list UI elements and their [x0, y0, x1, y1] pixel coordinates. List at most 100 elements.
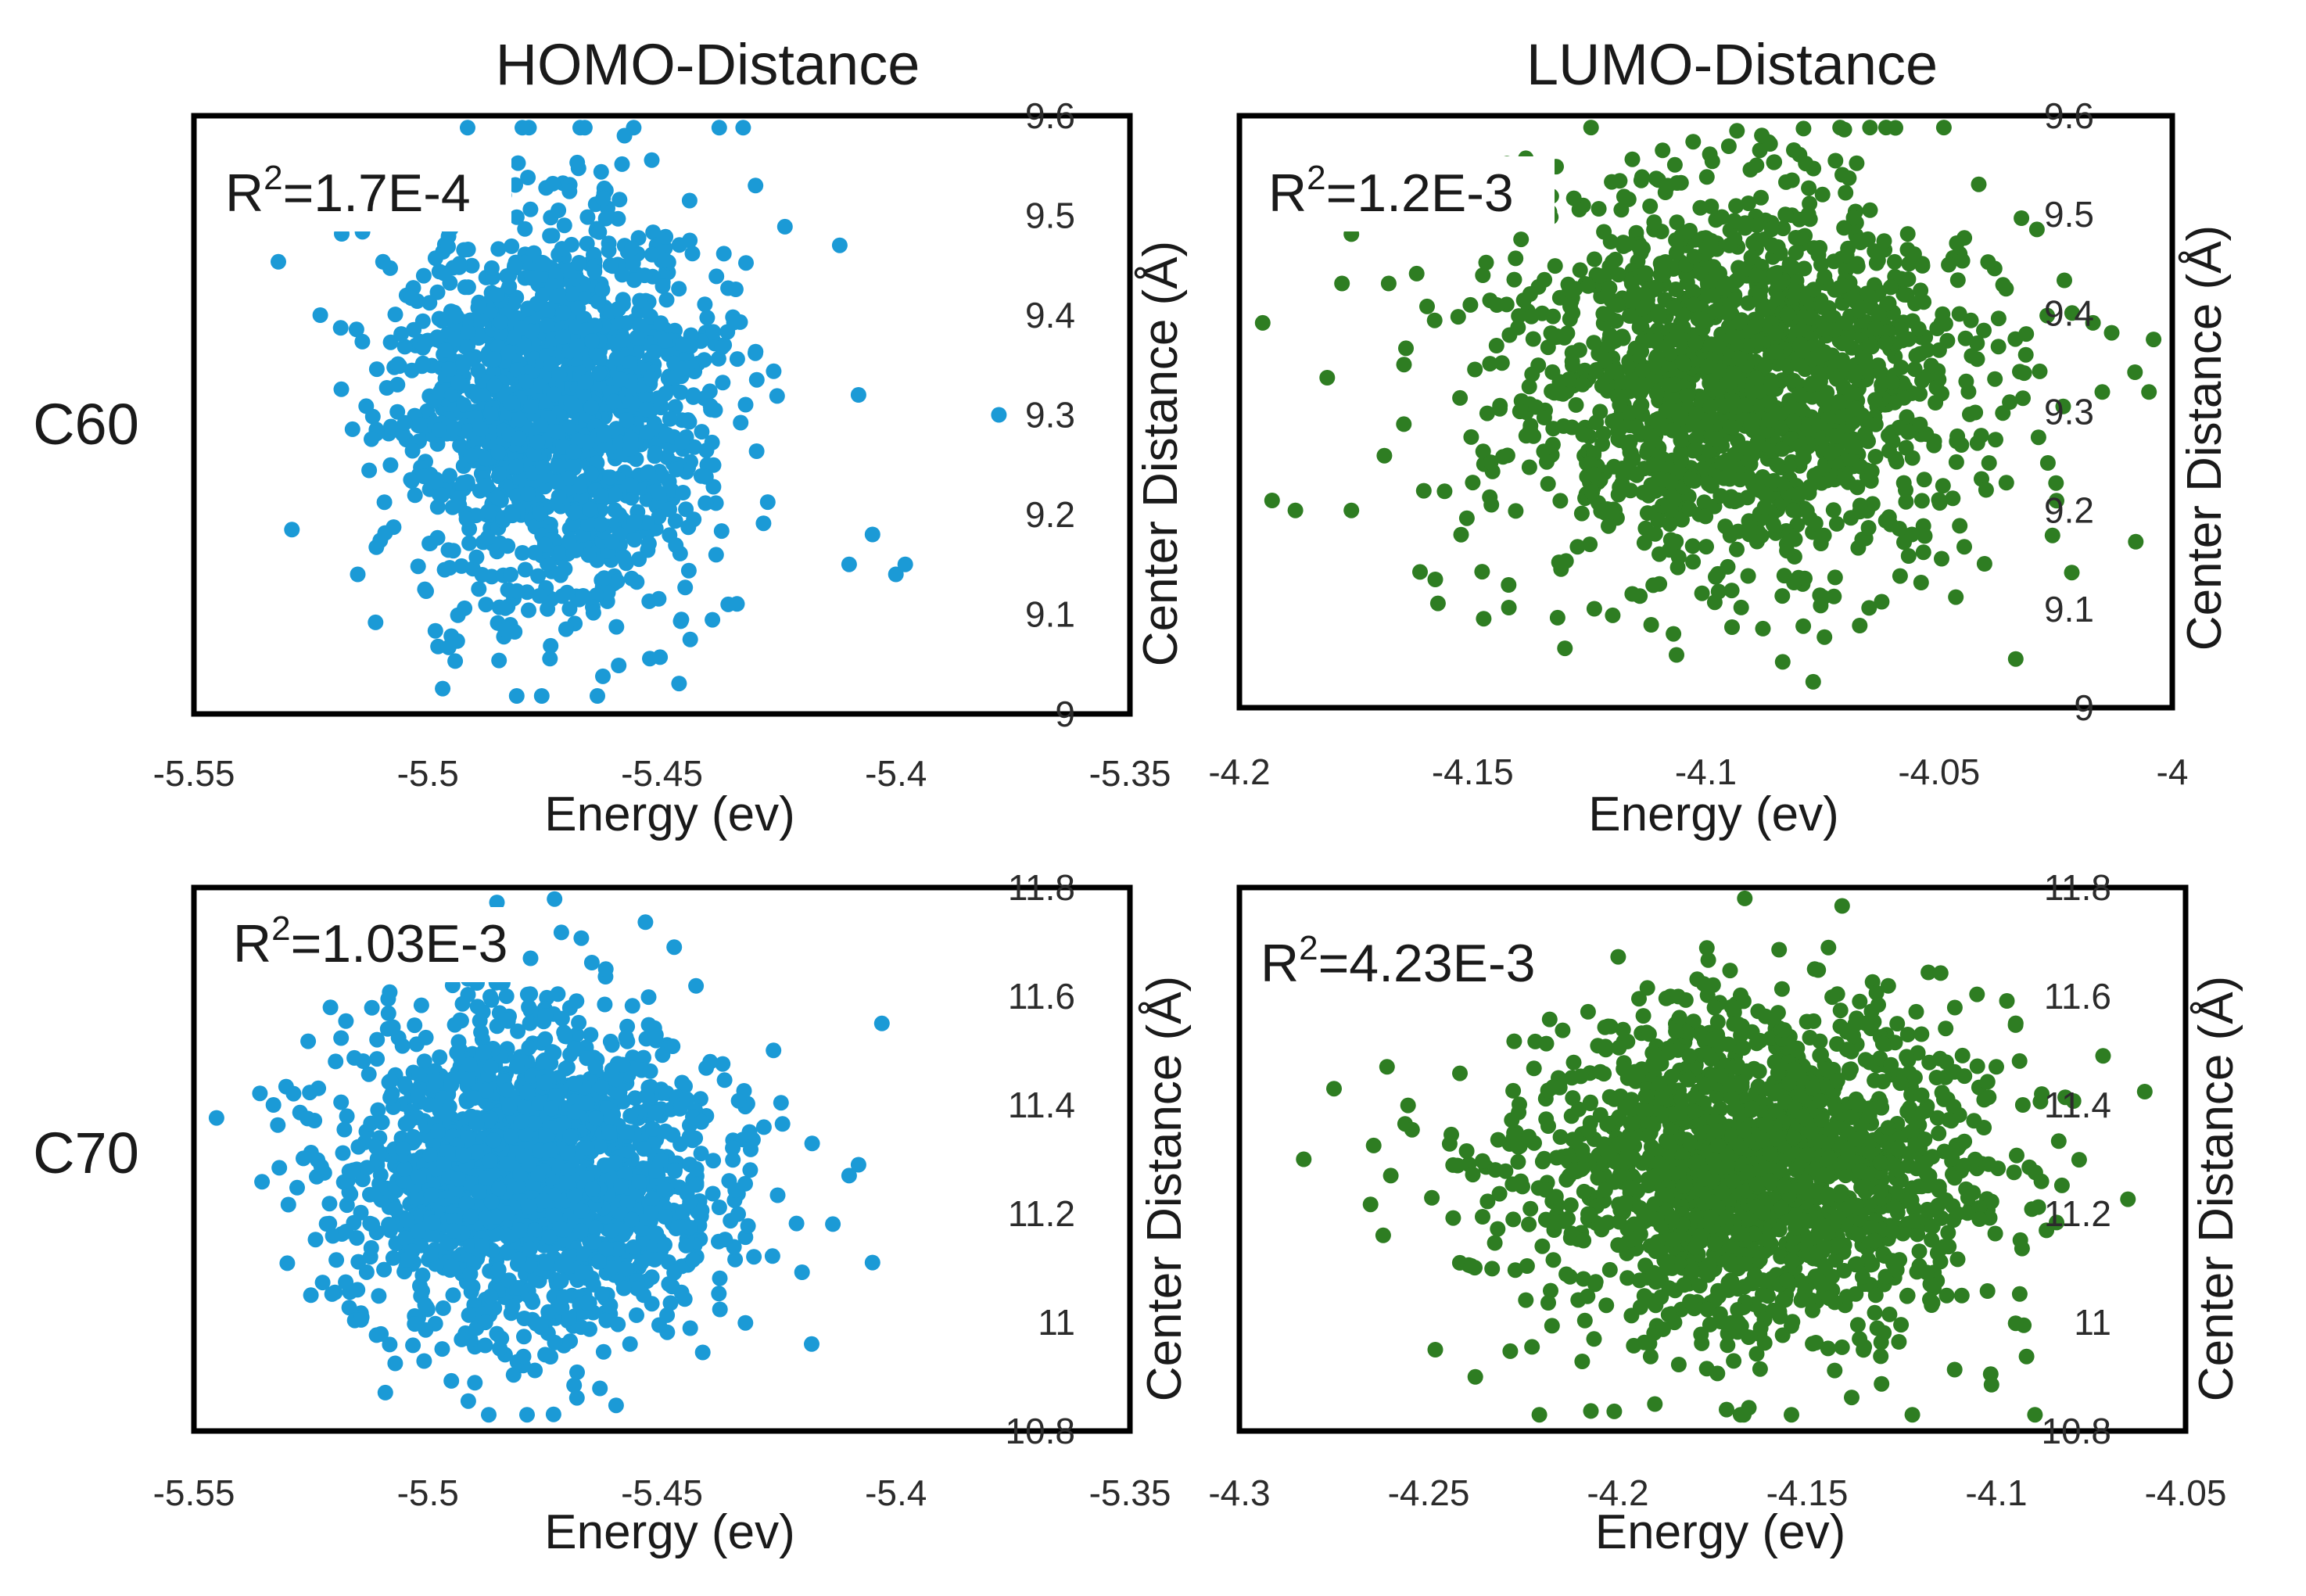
data-point	[708, 268, 725, 285]
plot-frame	[1236, 884, 2189, 1434]
data-point	[518, 373, 534, 389]
data-point	[645, 1121, 662, 1137]
data-point	[566, 1187, 583, 1203]
data-point	[1753, 528, 1770, 544]
data-point	[1608, 412, 1624, 429]
data-point-outlier	[1408, 265, 1425, 282]
data-point	[1916, 294, 1932, 310]
data-point	[422, 1147, 438, 1164]
data-point	[382, 334, 399, 350]
data-point	[1685, 134, 1702, 150]
data-point	[499, 1082, 515, 1098]
data-point	[385, 1019, 401, 1035]
data-point	[1698, 539, 1714, 555]
data-point	[545, 1406, 561, 1422]
data-point	[671, 237, 687, 253]
data-point	[702, 398, 719, 414]
data-point	[597, 1240, 614, 1257]
data-point	[825, 1216, 841, 1232]
x-tick-label: -5.5	[397, 1472, 459, 1513]
data-point	[585, 604, 601, 621]
data-point	[588, 345, 604, 361]
x-tick-label: -5.4	[865, 753, 927, 794]
data-point	[1849, 400, 1865, 417]
data-point	[1834, 295, 1851, 311]
data-point	[1657, 254, 1673, 270]
data-point	[583, 465, 600, 482]
data-point	[1795, 618, 1812, 634]
data-point	[568, 338, 585, 353]
data-point	[644, 152, 660, 168]
data-point	[766, 363, 782, 379]
data-point	[1698, 169, 1715, 185]
data-point	[1640, 441, 1656, 457]
data-point	[517, 1126, 533, 1142]
data-point	[1917, 528, 1933, 544]
data-point	[472, 421, 489, 437]
data-point	[647, 1251, 663, 1268]
data-point	[671, 676, 687, 692]
data-point	[460, 279, 476, 296]
data-point	[601, 1124, 618, 1141]
data-point	[688, 977, 705, 994]
data-point	[1816, 321, 1833, 338]
data-point	[552, 567, 568, 583]
data-point	[1610, 486, 1626, 503]
data-point	[517, 1098, 533, 1114]
data-point	[1976, 556, 1992, 572]
data-point	[698, 495, 714, 511]
data-point	[727, 282, 744, 297]
data-point	[1797, 416, 1813, 432]
data-point	[1806, 467, 1823, 483]
data-point	[410, 1189, 426, 1206]
data-point	[729, 596, 745, 612]
data-point-outlier	[831, 237, 848, 253]
data-point	[507, 257, 523, 274]
data-point	[759, 494, 776, 511]
data-point	[569, 1364, 585, 1380]
data-point	[1816, 268, 1833, 285]
data-point	[1698, 508, 1714, 525]
y-tick-label: 9.5	[1025, 195, 1075, 236]
data-point	[676, 1291, 693, 1307]
data-point	[1710, 381, 1727, 397]
data-point	[1723, 583, 1740, 599]
data-point	[553, 1273, 569, 1289]
data-point	[657, 332, 673, 349]
data-point	[355, 1053, 371, 1069]
data-point	[477, 1170, 493, 1186]
data-point-outlier	[1380, 275, 1397, 292]
data-point	[681, 1128, 698, 1145]
data-point-outlier	[2085, 314, 2101, 331]
data-point	[607, 502, 623, 518]
data-point-outlier	[1287, 502, 1304, 518]
data-point	[501, 1099, 518, 1114]
data-point	[1857, 426, 1874, 442]
data-point	[517, 221, 533, 237]
data-point	[1852, 497, 1868, 514]
data-point	[490, 444, 507, 461]
data-point	[336, 1121, 353, 1138]
data-point	[1763, 221, 1780, 238]
data-point	[1551, 554, 1567, 571]
data-point	[1564, 419, 1580, 436]
x-tick-label: -5.4	[865, 1472, 927, 1513]
data-point	[1713, 209, 1730, 225]
data-point	[445, 1287, 461, 1304]
data-point	[675, 336, 691, 353]
data-point	[1740, 195, 1756, 211]
data-point	[1812, 239, 1828, 256]
data-point	[1826, 253, 1842, 270]
data-point	[479, 477, 495, 493]
data-point	[1458, 510, 1475, 526]
data-point	[461, 535, 478, 551]
data-point	[513, 1114, 529, 1130]
data-point	[499, 1243, 515, 1260]
data-point	[491, 652, 507, 669]
x-tick-label: -4.1	[1675, 751, 1737, 792]
data-point	[1412, 564, 1428, 580]
data-point	[578, 1294, 594, 1311]
data-point	[647, 344, 662, 360]
data-point	[313, 1158, 329, 1175]
data-point	[1730, 260, 1747, 276]
